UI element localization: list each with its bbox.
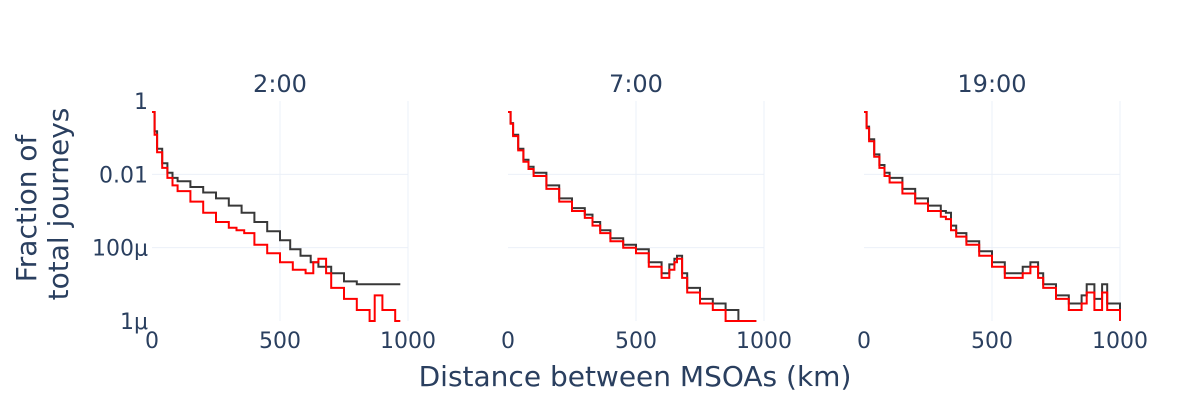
x-tick-label: 0 xyxy=(857,329,871,354)
x-axis-title: Distance between MSOAs (km) xyxy=(419,360,852,393)
series-line-simulated xyxy=(508,111,757,322)
series-line-observed xyxy=(864,111,1121,321)
subplot-title: 2:00 xyxy=(253,70,307,98)
y-axis-title-line-1: Fraction of xyxy=(10,133,43,282)
subplot-1: 0 500 1000 1 0.01 100μ 1μ 2:00 xyxy=(92,70,436,354)
series-line-observed xyxy=(508,111,757,322)
y-tick-label: 100μ xyxy=(92,237,148,262)
subplots: 0 500 1000 1 0.01 100μ 1μ 2:00 0 500 1000 7:00 0 500 1… xyxy=(92,70,1148,354)
y-tick-label: 1μ xyxy=(120,310,148,335)
y-axis-title-line-2: total journeys xyxy=(42,108,75,301)
x-tick-label: 1000 xyxy=(736,329,792,354)
x-tick-label: 500 xyxy=(971,329,1013,354)
y-tick-label: 0.01 xyxy=(99,163,148,188)
subplot-title: 7:00 xyxy=(609,70,663,98)
subplot-title: 19:00 xyxy=(957,70,1026,98)
x-tick-label: 500 xyxy=(615,329,657,354)
subplot-3: 0 500 1000 19:00 xyxy=(857,70,1148,354)
x-tick-label: 1000 xyxy=(380,329,436,354)
x-tick-label: 0 xyxy=(501,329,515,354)
x-tick-label: 500 xyxy=(259,329,301,354)
series-line-simulated xyxy=(152,111,401,286)
subplot-2: 0 500 1000 7:00 xyxy=(501,70,792,354)
series-line-observed xyxy=(152,111,401,322)
x-tick-label: 1000 xyxy=(1092,329,1148,354)
y-axis-title: Fraction of total journeys xyxy=(10,108,75,301)
y-tick-label: 1 xyxy=(134,90,148,115)
x-tick-label: 0 xyxy=(145,329,159,354)
